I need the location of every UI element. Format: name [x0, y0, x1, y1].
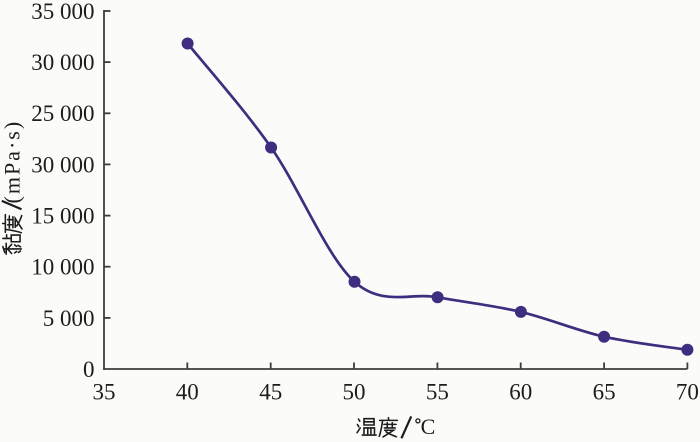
- svg-text:65: 65: [593, 380, 616, 405]
- svg-text:70: 70: [676, 380, 699, 405]
- svg-text:35 000: 35 000: [31, 0, 94, 24]
- svg-text:5 000: 5 000: [43, 306, 95, 331]
- svg-text:30 000: 30 000: [31, 152, 94, 177]
- svg-text:55: 55: [426, 380, 449, 405]
- svg-text:C: C: [421, 414, 436, 439]
- svg-text:15 000: 15 000: [31, 204, 94, 229]
- svg-text:0: 0: [83, 357, 95, 382]
- svg-text:45: 45: [259, 380, 282, 405]
- svg-text:60: 60: [509, 380, 532, 405]
- svg-text:(mPa·s): (mPa·s): [0, 120, 25, 204]
- svg-text:10 000: 10 000: [31, 255, 94, 280]
- svg-text:40: 40: [176, 380, 199, 405]
- svg-text:50: 50: [343, 380, 366, 405]
- svg-text:30 000: 30 000: [31, 50, 94, 75]
- svg-text:35: 35: [93, 380, 116, 405]
- svg-text:25 000: 25 000: [31, 101, 94, 126]
